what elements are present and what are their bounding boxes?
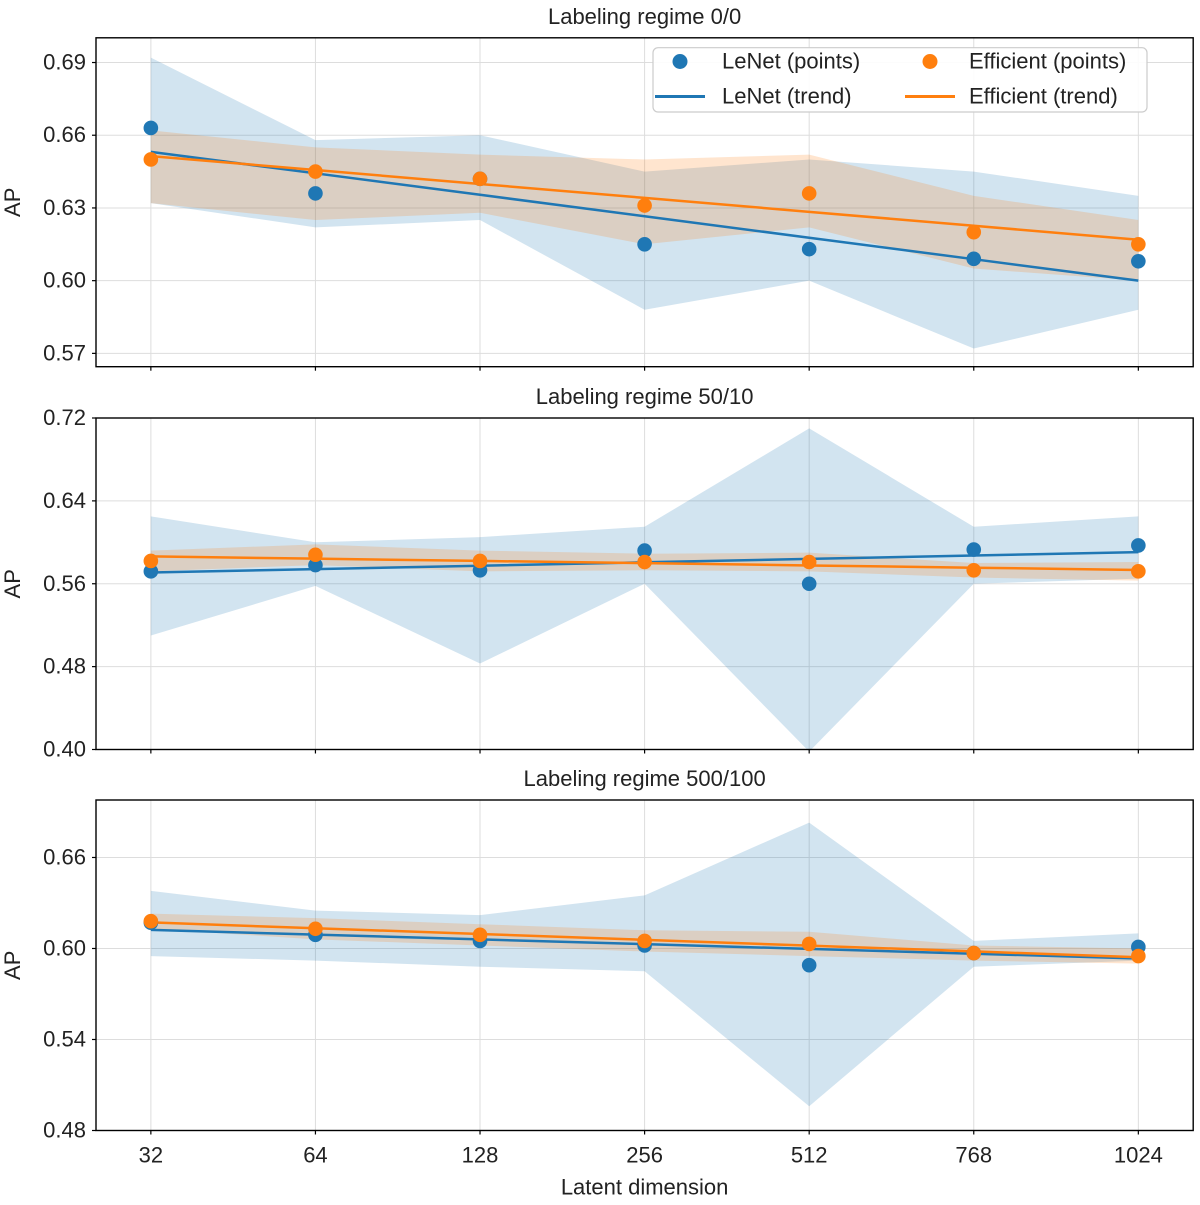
svg-text:1024: 1024	[1114, 1143, 1163, 1168]
svg-text:64: 64	[303, 1143, 327, 1168]
svg-text:0.72: 0.72	[43, 405, 86, 430]
svg-text:LeNet (trend): LeNet (trend)	[722, 84, 852, 109]
svg-text:0.63: 0.63	[43, 195, 86, 220]
svg-text:Efficient (trend): Efficient (trend)	[969, 84, 1118, 109]
svg-text:128: 128	[462, 1143, 499, 1168]
svg-text:AP: AP	[0, 188, 25, 217]
svg-text:0.60: 0.60	[43, 268, 86, 293]
svg-text:LeNet (points): LeNet (points)	[722, 49, 860, 74]
svg-text:0.56: 0.56	[43, 571, 86, 596]
svg-text:0.64: 0.64	[43, 488, 86, 513]
svg-text:Labeling regime 500/100: Labeling regime 500/100	[524, 766, 766, 791]
svg-text:Latent dimension: Latent dimension	[561, 1175, 729, 1200]
svg-text:0.60: 0.60	[43, 935, 86, 960]
svg-text:0.66: 0.66	[43, 122, 86, 147]
svg-text:AP: AP	[0, 951, 25, 980]
svg-text:0.69: 0.69	[43, 50, 86, 75]
svg-text:0.54: 0.54	[43, 1026, 86, 1051]
svg-text:0.57: 0.57	[43, 340, 86, 365]
svg-text:AP: AP	[0, 569, 25, 598]
svg-text:0.40: 0.40	[43, 737, 86, 762]
svg-text:256: 256	[626, 1143, 663, 1168]
svg-text:0.66: 0.66	[43, 844, 86, 869]
svg-text:512: 512	[791, 1143, 828, 1168]
svg-text:Labeling regime 50/10: Labeling regime 50/10	[536, 384, 754, 409]
svg-text:32: 32	[139, 1143, 163, 1168]
svg-text:0.48: 0.48	[43, 654, 86, 679]
svg-text:0.48: 0.48	[43, 1118, 86, 1143]
svg-text:Labeling regime 0/0: Labeling regime 0/0	[548, 4, 741, 29]
svg-text:768: 768	[955, 1143, 992, 1168]
svg-text:Efficient (points): Efficient (points)	[969, 49, 1126, 74]
